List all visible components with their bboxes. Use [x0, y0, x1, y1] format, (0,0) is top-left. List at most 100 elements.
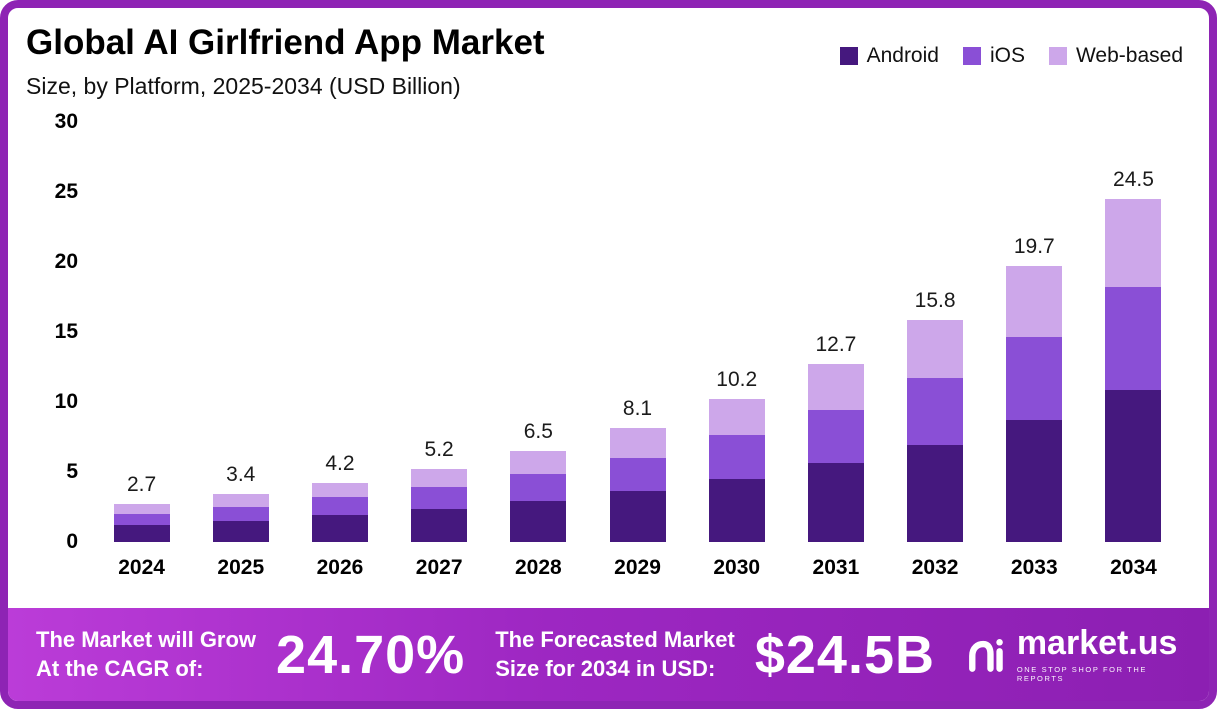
bar-column-2028: 6.5 2028	[489, 122, 588, 580]
bar-segment-android	[1105, 390, 1162, 542]
bar-segment-ios	[807, 409, 864, 464]
bar-stack: 4.2	[311, 122, 368, 542]
bar-segment-android	[510, 500, 567, 542]
bar-value-label: 6.5	[523, 419, 553, 443]
legend-swatch	[962, 47, 981, 65]
legend-label: Android	[866, 44, 939, 67]
legend-item-web-based: Web-based	[1048, 44, 1183, 68]
brand-name: market.us	[1016, 624, 1178, 662]
x-axis-label: 2029	[614, 555, 661, 579]
bar-column-2025: 3.4 2025	[191, 122, 290, 580]
y-tick-label: 0	[66, 529, 78, 553]
bar-segment-ios	[609, 457, 666, 492]
y-tick-label: 5	[66, 459, 78, 483]
cagr-value: 24.70%	[276, 624, 466, 685]
legend-label: iOS	[989, 44, 1025, 67]
bar-value-label: 12.7	[815, 332, 857, 356]
market-us-logo-icon	[969, 638, 1003, 672]
bar-segment-web-based	[311, 482, 368, 497]
chart-area: 0 5 10 15 20 25 30 2.7 2024 3.4 2025 4.2 2026 5.2 202…	[8, 100, 1209, 580]
forecast-label-line2: Size for 2034 in USD:	[495, 655, 716, 681]
bar-segment-ios	[212, 506, 269, 521]
bar-column-2027: 5.2 2027	[390, 122, 489, 580]
bar-stack: 6.5	[510, 122, 567, 542]
bar-segment-web-based	[1105, 198, 1162, 287]
bar-segment-ios	[510, 474, 567, 501]
chart-title: Global AI Girlfriend App Market	[26, 23, 545, 62]
bar-segment-web-based	[1006, 265, 1063, 338]
bar-column-2029: 8.1 2029	[588, 122, 687, 580]
bar-column-2033: 19.7 2033	[985, 122, 1084, 580]
bar-segment-web-based	[807, 363, 864, 410]
bar-segment-android	[708, 478, 765, 542]
bar-segment-android	[113, 524, 170, 542]
bar-value-label: 8.1	[622, 397, 653, 421]
bar-segment-web-based	[212, 493, 269, 507]
x-axis-label: 2024	[118, 555, 165, 579]
cagr-label-line2: At the CAGR of:	[36, 655, 204, 681]
bar-segment-ios	[708, 435, 765, 479]
plot: 2.7 2024 3.4 2025 4.2 2026 5.2 2027 6.5 2028 8.1 20…	[92, 122, 1183, 580]
bar-column-2031: 12.7 2031	[786, 122, 885, 580]
legend-swatch	[1048, 47, 1067, 65]
brand-text: market.us ONE STOP SHOP FOR THE REPORTS	[1017, 626, 1182, 683]
bar-segment-android	[609, 491, 666, 542]
bar-segment-android	[212, 520, 269, 542]
cagr-label: The Market will Grow At the CAGR of:	[36, 626, 256, 683]
x-axis-label: 2030	[713, 555, 761, 579]
forecast-value: $24.5B	[754, 624, 935, 685]
bar-stack: 15.8	[907, 122, 964, 542]
bar-value-label: 15.8	[914, 289, 956, 313]
x-axis-label: 2031	[812, 555, 860, 579]
bar-segment-android	[807, 463, 864, 542]
bar-stack: 12.7	[807, 122, 864, 542]
x-axis-label: 2032	[911, 555, 959, 579]
chart-header: Global AI Girlfriend App Market Size, by…	[8, 8, 1209, 100]
bar-value-label: 3.4	[226, 462, 256, 486]
bar-column-2026: 4.2 2026	[290, 122, 389, 580]
x-axis-label: 2034	[1110, 555, 1157, 579]
y-tick-label: 15	[54, 319, 78, 343]
bar-segment-ios	[1105, 286, 1162, 391]
x-axis-label: 2025	[217, 555, 265, 579]
bar-column-2024: 2.7 2024	[92, 122, 191, 580]
x-axis-label: 2028	[514, 555, 562, 579]
x-axis-label: 2026	[316, 555, 364, 579]
brand-block: market.us ONE STOP SHOP FOR THE REPORTS	[965, 626, 1182, 683]
bar-stack: 5.2	[411, 122, 468, 542]
bar-stack: 19.7	[1006, 122, 1063, 542]
bar-segment-ios	[411, 486, 468, 510]
cagr-label-line1: The Market will Grow	[36, 626, 257, 652]
footer-banner: The Market will Grow At the CAGR of: 24.…	[8, 608, 1209, 701]
bar-segment-ios	[311, 496, 368, 515]
bar-segment-android	[907, 444, 964, 542]
bar-segment-web-based	[510, 450, 567, 475]
x-axis-label: 2027	[415, 555, 463, 579]
bar-segment-android	[411, 509, 468, 542]
bar-segment-ios	[113, 513, 170, 525]
bar-value-label: 5.2	[424, 437, 454, 461]
bar-segment-ios	[907, 377, 964, 445]
bar-stack: 24.5	[1105, 122, 1162, 542]
bar-value-label: 2.7	[126, 472, 157, 496]
bar-segment-web-based	[113, 503, 170, 514]
bar-segment-ios	[1006, 337, 1063, 420]
y-axis: 0 5 10 15 20 25 30	[22, 110, 92, 553]
bar-value-label: 19.7	[1013, 234, 1055, 258]
legend: Android iOS Web-based	[839, 44, 1183, 68]
legend-item-ios: iOS	[962, 44, 1025, 68]
bar-column-2032: 15.8 2032	[886, 122, 985, 580]
bar-stack: 2.7	[113, 122, 170, 542]
forecast-label: The Forecasted Market Size for 2034 in U…	[495, 626, 735, 683]
bar-segment-android	[311, 514, 368, 542]
bar-segment-web-based	[609, 428, 666, 458]
bar-value-label: 10.2	[716, 367, 758, 391]
bar-segment-web-based	[907, 320, 964, 378]
title-block: Global AI Girlfriend App Market Size, by…	[26, 23, 545, 100]
bar-value-label: 4.2	[325, 451, 355, 475]
legend-item-android: Android	[839, 44, 939, 68]
legend-swatch	[839, 47, 858, 65]
x-axis-label: 2033	[1010, 555, 1058, 579]
bar-segment-web-based	[708, 398, 765, 436]
